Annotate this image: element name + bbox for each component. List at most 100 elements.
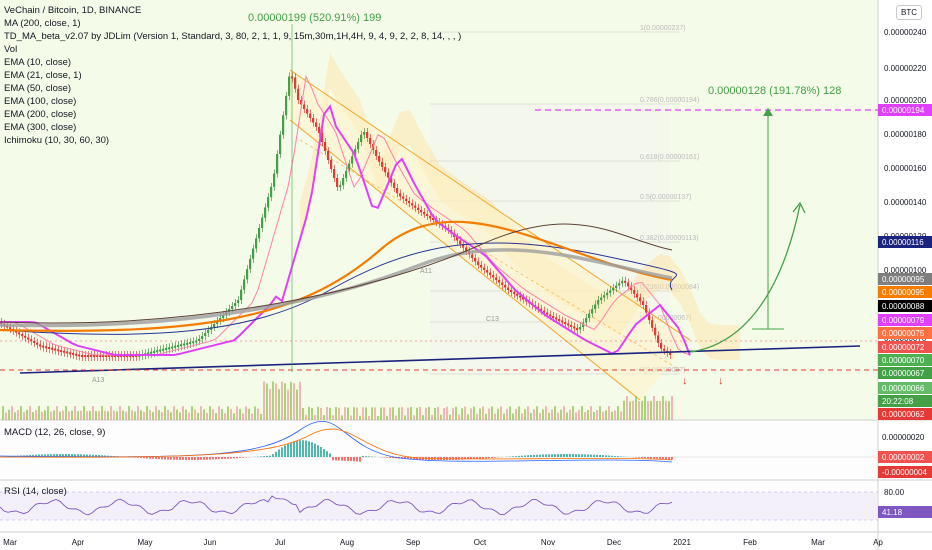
volume-bar [632, 400, 634, 420]
volume-bar [476, 414, 478, 420]
macd-hist-bar [404, 457, 406, 459]
macd-hist-bar [470, 457, 472, 460]
target-move-label: 0.00000128 (191.78%) 128 [708, 85, 842, 97]
candle-body [645, 305, 648, 313]
macd-hist-bar [407, 457, 409, 460]
macd-hist-bar [137, 457, 139, 458]
volume-bar [137, 406, 139, 420]
rsi-line [0, 495, 673, 516]
volume-bar [407, 407, 409, 420]
ema-300-line [0, 223, 673, 324]
macd-hist-bar [533, 454, 535, 457]
candle-body [252, 248, 255, 259]
candle-body [45, 346, 48, 349]
macd-hist-bar [314, 443, 316, 457]
macd-hist-bar [350, 457, 352, 462]
candle-body [348, 163, 351, 171]
volume-bar [59, 411, 61, 420]
candle-body [159, 349, 162, 352]
volume-bar [173, 406, 175, 420]
volume-bar [377, 415, 379, 420]
macd-hist-bar [308, 441, 310, 457]
macd-hist-bar [344, 457, 346, 461]
volume-bar [293, 383, 295, 420]
volume-bar [161, 412, 163, 420]
macd-hist-bar [194, 457, 196, 460]
volume-bar [266, 383, 268, 420]
candle-body [354, 149, 357, 157]
macd-hist-bar [653, 457, 655, 459]
volume-bar [44, 410, 46, 420]
candle-body [390, 177, 393, 183]
volume-bar [392, 407, 394, 420]
candle-body [147, 352, 150, 355]
macd-hist-bar [491, 457, 493, 458]
volume-bar [509, 406, 511, 420]
channel-upper [289, 69, 691, 341]
candle-body [363, 132, 366, 135]
price-tag [878, 408, 932, 420]
macd-hist-bar [647, 457, 649, 459]
candle-body [477, 261, 480, 265]
candle-body [651, 320, 654, 328]
sell-arrow: ↓ [718, 375, 724, 387]
macd-hist-bar [50, 454, 52, 457]
volume-bar [146, 406, 148, 420]
candle-body [48, 347, 51, 349]
macd-hist-bar [236, 457, 238, 459]
volume-bar [185, 409, 187, 420]
rsi-band [0, 492, 878, 520]
macd-hist-bar [203, 457, 205, 460]
macd-hist-bar [176, 457, 178, 460]
candle-body [483, 267, 486, 270]
volume-bar [83, 406, 85, 420]
candle-body [27, 337, 30, 340]
volume-bar [488, 408, 490, 420]
ema-21-line [0, 104, 691, 356]
macd-hist-bar [524, 455, 526, 457]
volume-bar [23, 412, 25, 420]
x-tick-label: Jun [204, 538, 217, 547]
volume-bar [176, 409, 178, 420]
price-tag-text: 0.00000095 [882, 275, 925, 284]
volume-bar [461, 408, 463, 420]
volume-bar [560, 409, 562, 420]
volume-bar [344, 407, 346, 420]
macd-hist-bar [365, 456, 367, 457]
candle-body [519, 295, 522, 298]
price-tag [878, 314, 932, 326]
macd-hist-bar [155, 457, 157, 460]
macd-hist-bar [191, 457, 193, 460]
candle-body [102, 355, 105, 357]
x-tick-label: May [137, 538, 152, 547]
volume-bar [575, 412, 577, 420]
top-move-label: 0.00000199 (520.91%) 199 [248, 12, 382, 24]
candle-body [150, 351, 153, 354]
candle-body [558, 319, 561, 321]
candle-body [78, 354, 81, 357]
volume-bar [164, 406, 166, 420]
projection-arrowhead [792, 201, 806, 214]
sell-arrow: ↓ [682, 375, 688, 387]
macd-hist-bar [56, 454, 58, 457]
volume-bar [545, 406, 547, 420]
currency-badge[interactable]: BTC [896, 5, 922, 20]
macd-hist-bar [143, 457, 145, 459]
macd-hist-bar [578, 454, 580, 457]
candle-body [414, 205, 417, 208]
candle-body [93, 355, 96, 357]
macd-hist-bar [512, 456, 514, 457]
rsi-tick: 80.00 [884, 488, 905, 497]
candle-body [249, 258, 252, 270]
candle-body [612, 288, 615, 291]
macd-hist-bar [467, 457, 469, 460]
macd-hist-bar [620, 456, 622, 457]
candle-body [168, 347, 171, 350]
volume-bar [17, 409, 19, 420]
volume-bar [290, 381, 292, 420]
volume-bar [107, 411, 109, 420]
candle-body [588, 313, 591, 318]
macd-hist-bar [671, 457, 673, 460]
candle-body [306, 109, 309, 114]
